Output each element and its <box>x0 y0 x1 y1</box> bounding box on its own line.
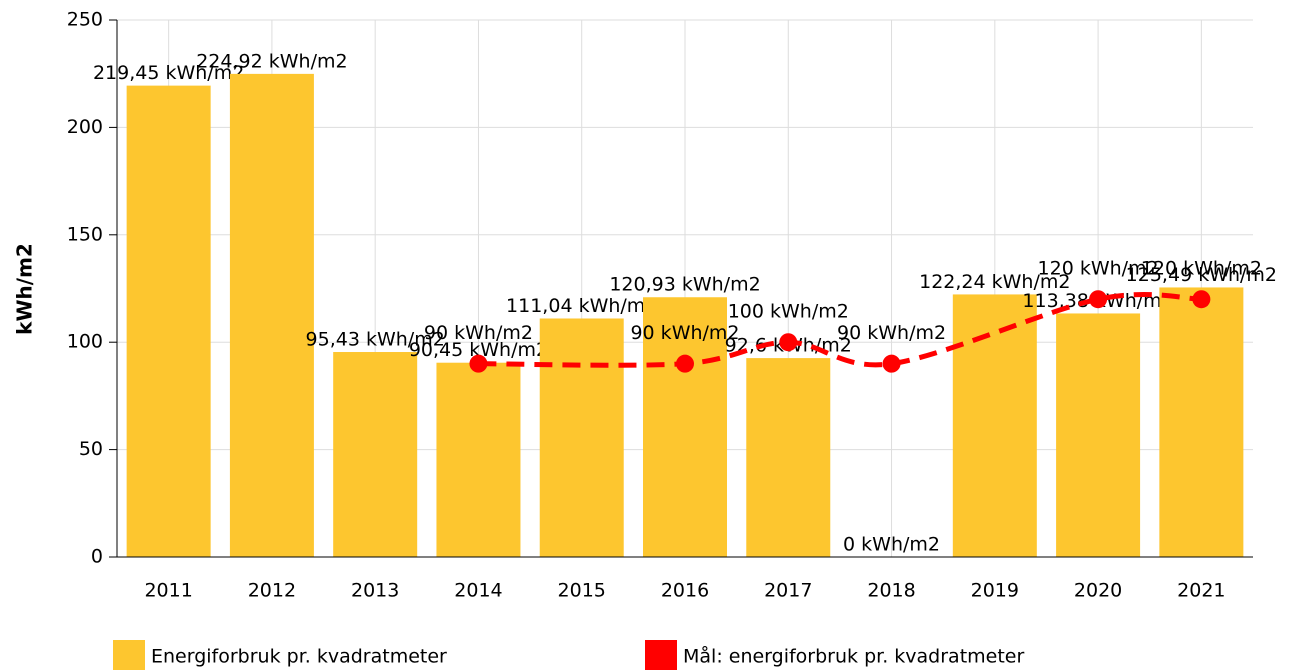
legend-label: Energiforbruk pr. kvadratmeter <box>151 646 447 668</box>
data-label: 219,45 kWh/m2 <box>93 62 244 84</box>
bar <box>333 352 418 557</box>
data-label: 100 kWh/m2 <box>728 301 849 323</box>
data-label: 120 kWh/m2 <box>1038 258 1159 280</box>
bar <box>126 85 211 557</box>
target-point <box>1192 290 1211 309</box>
x-tick-label: 2016 <box>661 580 709 602</box>
y-tick-label: 50 <box>79 438 103 460</box>
data-label: 95,43 kWh/m2 <box>306 329 445 351</box>
bar <box>229 73 314 558</box>
x-tick-label: 2013 <box>351 580 399 602</box>
target-point <box>1089 290 1108 309</box>
bar <box>1159 287 1244 557</box>
x-tick-label: 2019 <box>971 580 1019 602</box>
data-label: 125,49 kWh/m2 <box>1126 264 1277 286</box>
y-axis-label: kWh/m2 <box>13 243 37 335</box>
bar <box>436 362 521 557</box>
data-label: 90 kWh/m2 <box>630 322 739 344</box>
x-tick-label: 2021 <box>1177 580 1225 602</box>
target-line <box>478 291 1202 368</box>
x-tick-label: 2020 <box>1074 580 1122 602</box>
y-tick-label: 0 <box>91 546 103 568</box>
target-point <box>676 354 694 373</box>
x-tick-label: 2018 <box>867 580 915 602</box>
x-tick-label: 2015 <box>558 580 606 602</box>
data-label: 120 kWh/m2 <box>1141 258 1262 280</box>
x-tick-label: 2014 <box>454 580 502 602</box>
legend-swatch <box>645 640 677 670</box>
bar <box>643 297 727 557</box>
data-label: 122,24 kWh/m2 <box>919 271 1070 293</box>
x-tick-label: 2017 <box>764 580 812 602</box>
x-tick-label: 2012 <box>248 580 296 602</box>
bar <box>952 294 1037 557</box>
legend-swatch <box>113 640 145 670</box>
legend-label: Mål: energiforbruk pr. kvadratmeter <box>683 645 1024 668</box>
bar <box>1056 313 1141 557</box>
target-point <box>469 354 488 373</box>
data-label: 0 kWh/m2 <box>843 534 940 556</box>
x-tick-label: 2011 <box>144 580 192 602</box>
data-label: 120,93 kWh/m2 <box>609 274 760 296</box>
y-tick-label: 250 <box>67 9 103 31</box>
y-tick-label: 100 <box>67 331 103 353</box>
data-label: 90 kWh/m2 <box>837 322 946 344</box>
target-point <box>779 333 798 352</box>
y-tick-label: 150 <box>67 223 103 245</box>
target-point <box>882 354 901 373</box>
bar <box>539 318 624 557</box>
bar <box>746 358 831 557</box>
data-label: 90,45 kWh/m2 <box>409 339 548 361</box>
y-tick-label: 200 <box>67 116 103 138</box>
data-label: 224,92 kWh/m2 <box>196 50 347 72</box>
data-label: 90 kWh/m2 <box>424 322 533 344</box>
data-label: 111,04 kWh/m2 <box>506 295 657 317</box>
